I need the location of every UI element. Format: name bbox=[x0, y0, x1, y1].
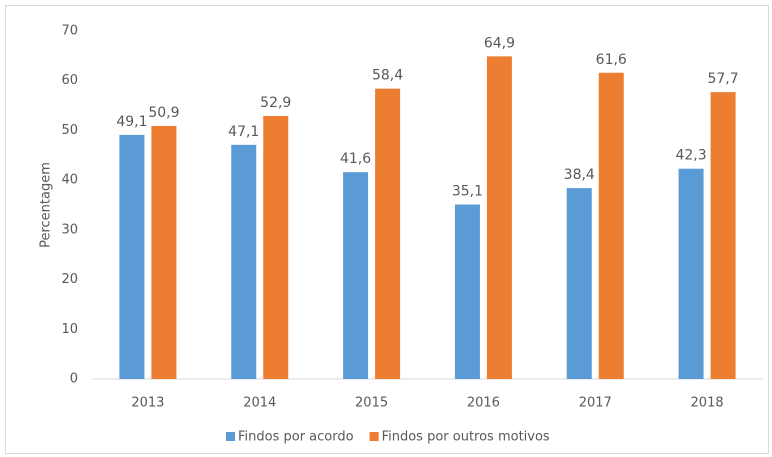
value-label: 38,4 bbox=[564, 167, 595, 183]
value-label: 52,9 bbox=[260, 95, 291, 111]
bar bbox=[566, 188, 592, 379]
y-tick-label: 10 bbox=[61, 322, 78, 337]
bar bbox=[678, 168, 704, 379]
value-label: 61,6 bbox=[596, 52, 627, 68]
x-tick-label: 2015 bbox=[355, 396, 388, 411]
bar bbox=[343, 172, 369, 379]
bar bbox=[263, 116, 289, 380]
bar bbox=[454, 204, 480, 379]
x-tick-label: 2017 bbox=[579, 396, 612, 411]
bar bbox=[598, 72, 624, 379]
y-tick-label: 70 bbox=[61, 24, 78, 39]
value-label: 50,9 bbox=[148, 105, 179, 121]
value-label: 42,3 bbox=[675, 148, 706, 164]
y-axis-label: Percentagem bbox=[39, 162, 54, 248]
bar bbox=[151, 125, 177, 379]
y-tick-label: 40 bbox=[61, 173, 78, 188]
x-tick-label: 2013 bbox=[131, 396, 164, 411]
value-label: 57,7 bbox=[707, 71, 738, 87]
legend-label: Findos por acordo bbox=[238, 430, 354, 445]
y-tick-label: 0 bbox=[70, 372, 78, 387]
bar bbox=[119, 134, 145, 379]
y-tick-label: 50 bbox=[61, 123, 78, 138]
value-label: 41,6 bbox=[340, 151, 371, 167]
bar bbox=[710, 92, 736, 380]
y-tick-label: 30 bbox=[61, 222, 78, 237]
y-tick-label: 20 bbox=[61, 272, 78, 287]
x-tick-label: 2018 bbox=[691, 396, 724, 411]
value-label: 47,1 bbox=[228, 124, 259, 140]
value-label: 64,9 bbox=[484, 35, 515, 51]
x-tick-label: 2016 bbox=[467, 396, 500, 411]
bar bbox=[486, 56, 512, 380]
legend-swatch bbox=[226, 432, 235, 441]
value-label: 49,1 bbox=[116, 114, 147, 130]
bar bbox=[375, 88, 401, 379]
x-tick-label: 2014 bbox=[243, 396, 276, 411]
y-tick-label: 60 bbox=[61, 73, 78, 88]
legend-label: Findos por outros motivos bbox=[382, 430, 550, 445]
legend-swatch bbox=[369, 432, 379, 441]
bar bbox=[231, 144, 257, 379]
value-label: 58,4 bbox=[372, 68, 403, 84]
value-label: 35,1 bbox=[452, 184, 483, 200]
